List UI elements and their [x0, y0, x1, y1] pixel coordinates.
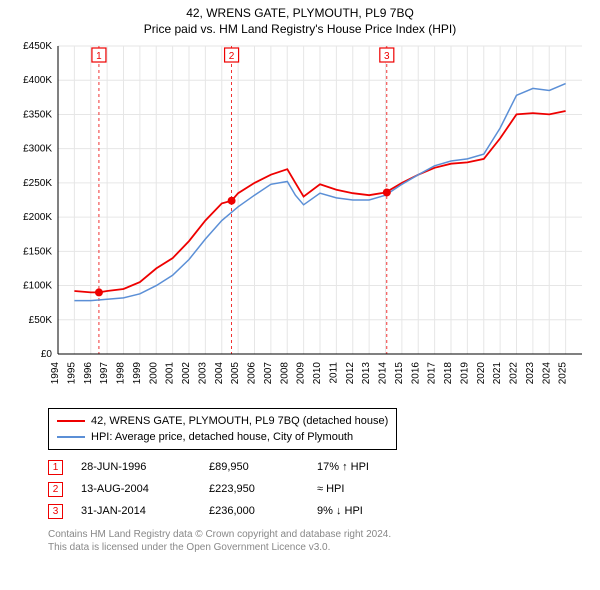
price-chart: £0 £50K £100K £150K £200K £250K £300K £350K £400… [10, 40, 590, 400]
svg-text:2013: 2013 [361, 362, 372, 385]
svg-text:2005: 2005 [230, 362, 241, 385]
svg-text:£400K: £400K [23, 75, 52, 86]
svg-text:2010: 2010 [312, 362, 323, 385]
svg-text:2023: 2023 [525, 362, 536, 385]
svg-text:1995: 1995 [66, 362, 77, 385]
svg-text:£250K: £250K [23, 178, 52, 189]
event-date: 31-JAN-2014 [81, 505, 191, 517]
event-row: 3 31-JAN-2014 £236,000 9% ↓ HPI [48, 500, 570, 522]
chart-title: 42, WRENS GATE, PLYMOUTH, PL9 7BQ [0, 0, 600, 20]
event-delta: ≈ HPI [317, 483, 427, 495]
svg-text:2003: 2003 [197, 362, 208, 385]
svg-text:2001: 2001 [165, 362, 176, 385]
svg-text:1997: 1997 [99, 362, 110, 385]
legend-swatch [57, 436, 85, 438]
svg-text:2011: 2011 [328, 362, 339, 384]
event-date: 28-JUN-1996 [81, 461, 191, 473]
svg-text:2018: 2018 [443, 362, 454, 385]
svg-text:2020: 2020 [476, 362, 487, 385]
svg-text:2019: 2019 [459, 362, 470, 385]
legend-label: HPI: Average price, detached house, City… [91, 431, 353, 443]
legend-item: 42, WRENS GATE, PLYMOUTH, PL9 7BQ (detac… [57, 413, 388, 429]
event-date: 13-AUG-2004 [81, 483, 191, 495]
svg-text:£350K: £350K [23, 109, 52, 120]
svg-text:2025: 2025 [558, 362, 569, 385]
svg-text:2007: 2007 [263, 362, 274, 385]
svg-text:£450K: £450K [23, 41, 52, 52]
svg-text:2016: 2016 [410, 362, 421, 385]
svg-text:2: 2 [229, 51, 235, 62]
svg-text:£150K: £150K [23, 246, 52, 257]
svg-text:2009: 2009 [296, 362, 307, 385]
event-price: £223,950 [209, 483, 299, 495]
svg-text:2014: 2014 [378, 362, 389, 385]
svg-text:2015: 2015 [394, 362, 405, 385]
svg-text:2002: 2002 [181, 362, 192, 385]
event-marker: 2 [48, 482, 63, 497]
svg-text:1999: 1999 [132, 362, 143, 385]
svg-text:1996: 1996 [83, 362, 94, 385]
legend-label: 42, WRENS GATE, PLYMOUTH, PL9 7BQ (detac… [91, 415, 388, 427]
svg-text:2017: 2017 [427, 362, 438, 385]
svg-text:£100K: £100K [23, 281, 52, 292]
svg-text:2021: 2021 [492, 362, 503, 385]
event-price: £89,950 [209, 461, 299, 473]
event-marker: 3 [48, 504, 63, 519]
footer-line: This data is licensed under the Open Gov… [48, 541, 570, 554]
svg-text:3: 3 [384, 51, 390, 62]
svg-text:£0: £0 [41, 349, 53, 360]
svg-text:1994: 1994 [50, 362, 61, 385]
event-marker: 1 [48, 460, 63, 475]
svg-text:2000: 2000 [148, 362, 159, 385]
svg-text:2022: 2022 [509, 362, 520, 385]
svg-text:£200K: £200K [23, 212, 52, 223]
event-price: £236,000 [209, 505, 299, 517]
footer-line: Contains HM Land Registry data © Crown c… [48, 528, 570, 541]
footer-attribution: Contains HM Land Registry data © Crown c… [48, 528, 570, 554]
svg-text:£300K: £300K [23, 144, 52, 155]
legend: 42, WRENS GATE, PLYMOUTH, PL9 7BQ (detac… [48, 408, 397, 450]
chart-area: £0 £50K £100K £150K £200K £250K £300K £350K £400… [10, 40, 590, 400]
chart-subtitle: Price paid vs. HM Land Registry's House … [0, 20, 600, 40]
legend-item: HPI: Average price, detached house, City… [57, 429, 388, 445]
event-delta: 9% ↓ HPI [317, 505, 427, 517]
event-row: 2 13-AUG-2004 £223,950 ≈ HPI [48, 478, 570, 500]
svg-text:2008: 2008 [279, 362, 290, 385]
svg-text:2012: 2012 [345, 362, 356, 385]
svg-text:1: 1 [96, 51, 102, 62]
svg-text:1998: 1998 [116, 362, 127, 385]
svg-text:2004: 2004 [214, 362, 225, 385]
event-delta: 17% ↑ HPI [317, 461, 427, 473]
page: 42, WRENS GATE, PLYMOUTH, PL9 7BQ Price … [0, 0, 600, 590]
event-table: 1 28-JUN-1996 £89,950 17% ↑ HPI 2 13-AUG-2004… [48, 456, 570, 522]
svg-text:2024: 2024 [541, 362, 552, 385]
svg-text:£50K: £50K [29, 315, 53, 326]
event-row: 1 28-JUN-1996 £89,950 17% ↑ HPI [48, 456, 570, 478]
legend-swatch [57, 420, 85, 422]
svg-text:2006: 2006 [247, 362, 258, 385]
